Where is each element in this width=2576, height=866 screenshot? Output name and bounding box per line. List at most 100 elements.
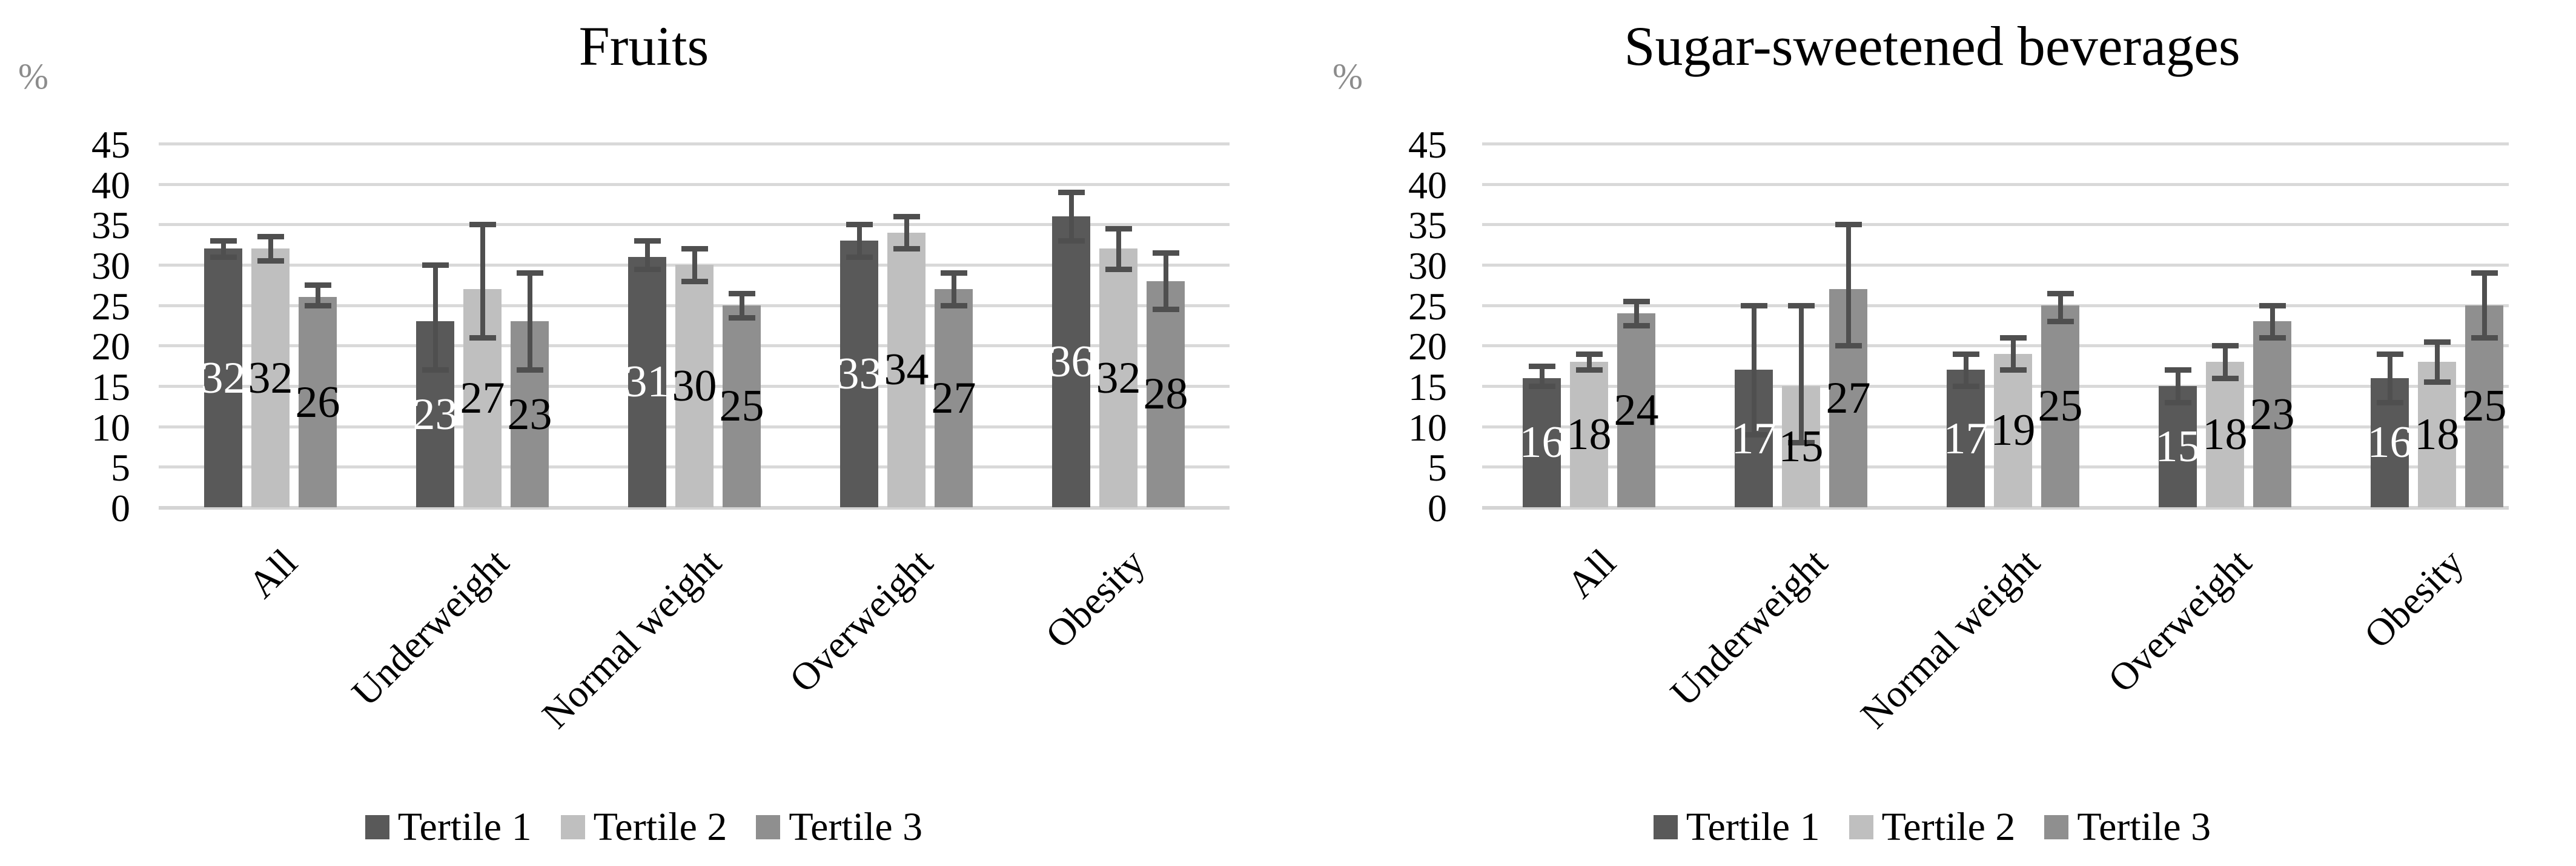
y-tick-label: 40 <box>91 163 130 207</box>
error-cap-top <box>257 234 284 240</box>
y-tick-label: 20 <box>1408 325 1447 368</box>
gridline-30 <box>1482 264 2509 267</box>
x-axis-label-underweight: Underweight <box>1662 541 1836 714</box>
gridline-35 <box>159 223 1230 227</box>
error-bar <box>268 236 273 261</box>
bar-tertile-1-overweight <box>840 241 878 507</box>
legend-label: Tertile 1 <box>1686 805 1820 849</box>
error-cap-top <box>210 238 237 244</box>
error-cap-bottom <box>2047 319 2074 325</box>
y-tick-label: 35 <box>91 204 130 247</box>
error-cap-top <box>1835 222 1862 228</box>
chart-title: Fruits <box>578 15 709 77</box>
data-label: 19 <box>1990 405 2036 456</box>
y-tick-label: 25 <box>91 284 130 328</box>
error-cap-bottom <box>681 278 708 284</box>
data-label: 17 <box>1943 413 1988 464</box>
legend-label: Tertile 3 <box>2077 805 2211 849</box>
error-bar <box>904 216 909 249</box>
error-cap-bottom <box>728 315 755 321</box>
y-tick-label: 10 <box>1408 405 1447 449</box>
error-cap-top <box>469 222 496 228</box>
legend-label: Tertile 2 <box>1881 805 2016 849</box>
error-bar <box>480 224 485 338</box>
legend-swatch-icon <box>756 815 781 839</box>
y-axis-unit-label: % <box>18 56 48 96</box>
x-axis-label-underweight: Underweight <box>343 541 517 714</box>
bar-tertile-3-overweight <box>935 289 973 507</box>
bar-tertile-1-obesity <box>1052 216 1090 507</box>
error-bar <box>644 241 650 269</box>
error-cap-bottom <box>634 266 661 272</box>
error-cap-top <box>516 270 543 276</box>
error-cap-bottom <box>1740 432 1767 438</box>
data-label: 26 <box>295 377 340 427</box>
bar-tertile-2-obesity <box>1099 248 1137 507</box>
y-tick-label: 0 <box>111 487 130 530</box>
bar-tertile-2-overweight <box>2206 362 2244 507</box>
y-tick-label: 25 <box>1408 284 1447 328</box>
error-cap-bottom <box>846 254 873 260</box>
error-bar <box>1068 192 1074 241</box>
error-bar <box>2434 341 2440 382</box>
error-cap-bottom <box>304 302 331 308</box>
error-cap-bottom <box>1787 440 1815 446</box>
y-tick-label: 5 <box>111 446 130 490</box>
legend-item-tertile-2: Tertile 2 <box>1849 805 2016 849</box>
x-axis-label-obesity: Obesity <box>2356 541 2472 657</box>
error-bar <box>2482 273 2487 338</box>
bar-tertile-3-all <box>1617 313 1655 507</box>
bar-tertile-2-all <box>251 248 290 507</box>
gridline-45 <box>159 142 1230 145</box>
error-bar <box>220 241 226 257</box>
data-label: 30 <box>672 361 717 411</box>
bar-tertile-2-normal-weight <box>1994 353 2032 507</box>
error-cap-bottom <box>1105 266 1132 272</box>
gridline-40 <box>1482 182 2509 186</box>
error-cap-top <box>1952 351 1979 357</box>
data-label: 25 <box>2038 381 2083 431</box>
error-bar <box>1539 365 1545 386</box>
error-cap-top <box>2376 351 2403 357</box>
bar-tertile-1-normal-weight <box>1947 370 1985 507</box>
data-label: 32 <box>1096 353 1141 403</box>
y-tick-label: 30 <box>91 244 130 287</box>
error-cap-bottom <box>940 302 967 308</box>
error-bar <box>2387 353 2392 402</box>
legend-item-tertile-1: Tertile 1 <box>1653 805 1820 849</box>
error-cap-bottom <box>893 246 920 252</box>
data-label: 18 <box>2414 410 2460 459</box>
error-cap-top <box>634 238 661 244</box>
legend-item-tertile-1: Tertile 1 <box>365 807 532 847</box>
x-axis-label-normal-weight: Normal weight <box>1852 541 2048 737</box>
gridline-40 <box>159 182 1230 186</box>
error-cap-top <box>304 282 331 288</box>
error-bar <box>1163 253 1168 310</box>
y-tick-label: 15 <box>91 365 130 408</box>
data-label: 15 <box>2155 422 2200 471</box>
legend-item-tertile-2: Tertile 2 <box>560 807 727 847</box>
error-cap-bottom <box>257 258 284 264</box>
data-label: 27 <box>460 373 505 423</box>
error-cap-bottom <box>1623 323 1650 328</box>
x-axis-label-overweight: Overweight <box>781 541 941 701</box>
data-label: 31 <box>624 357 670 407</box>
legend: Tertile 1 Tertile 2 Tertile 3 <box>0 807 1288 847</box>
error-cap-top <box>1787 302 1815 308</box>
x-axis-label-overweight: Overweight <box>2100 541 2260 701</box>
y-tick-label: 20 <box>91 325 130 368</box>
error-cap-top <box>1623 299 1650 304</box>
y-tick-label: 45 <box>91 123 130 166</box>
bar-tertile-2-obesity <box>2418 362 2456 507</box>
legend: Tertile 1 Tertile 2 Tertile 3 <box>1288 807 2576 847</box>
bar-tertile-2-normal-weight <box>675 265 714 507</box>
data-label: 24 <box>1614 385 1659 435</box>
bar-tertile-3-normal-weight <box>723 305 761 507</box>
error-bar <box>1586 353 1592 370</box>
data-label: 18 <box>2202 410 2248 459</box>
y-tick-label: 15 <box>1408 365 1447 408</box>
error-bar <box>2270 305 2275 338</box>
error-bar <box>1963 353 1968 386</box>
data-label: 17 <box>1731 413 1776 464</box>
